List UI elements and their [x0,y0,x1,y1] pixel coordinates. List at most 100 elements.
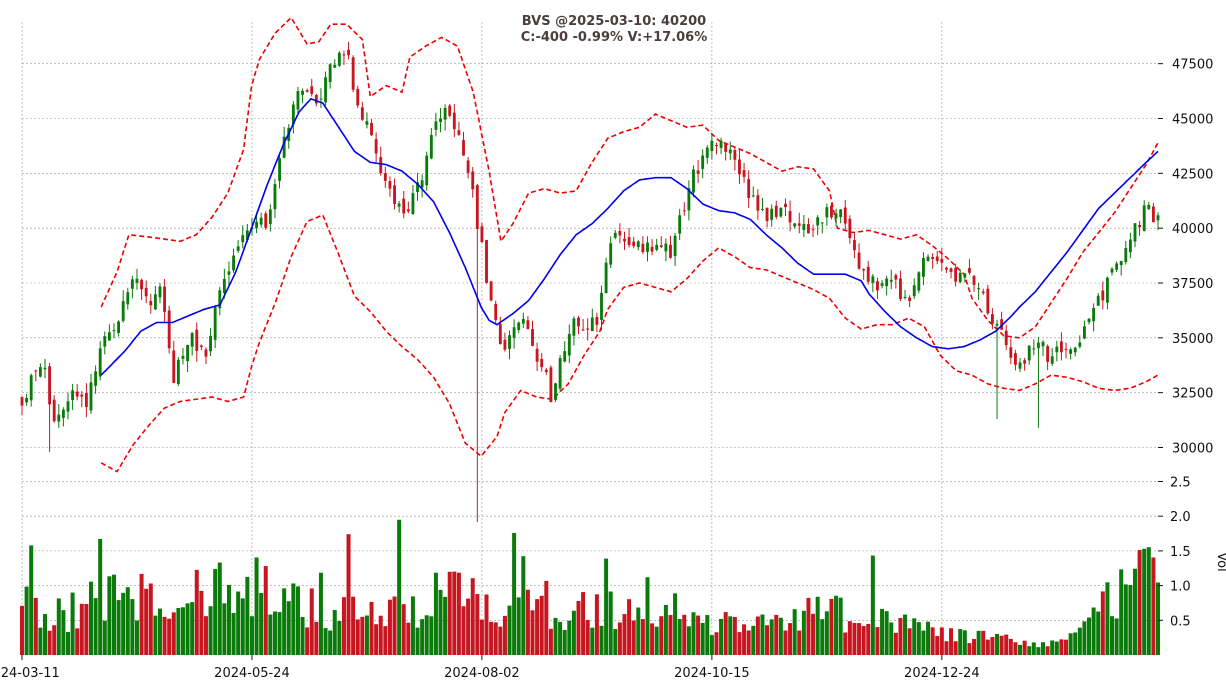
volume-bar [70,592,75,655]
candle-body [857,252,861,269]
volume-bar [539,595,544,655]
volume-bar [594,594,599,655]
candle-body [935,256,939,262]
volume-bar [75,628,80,655]
candle-body [406,209,410,212]
candle-body [820,222,824,224]
x-tick-label: 2024-03-11 [0,666,60,681]
candle-body [581,329,585,331]
volume-bar [415,627,420,655]
candle-body [48,366,52,405]
candle-body [98,348,102,377]
candle-body [61,409,65,418]
candle-body [1082,326,1086,339]
volume-tick-label: 1.5 [1170,545,1191,560]
candle-body [443,107,447,120]
volume-bar [958,629,963,655]
volume-bar [861,625,866,655]
volume-bar [590,627,595,655]
volume-bar [880,608,885,655]
volume-bar [746,630,751,655]
volume-bar [351,596,356,655]
candle-body [949,268,953,272]
candle-body [811,229,815,231]
candle-body [696,170,700,174]
volume-bar [530,610,535,655]
volume-bar [1105,582,1110,655]
volume-bar [884,611,889,655]
volume-bar [889,622,894,655]
volume-bar [774,614,779,655]
candle-body [1110,268,1114,273]
volume-bar [926,621,931,655]
candle-body [866,266,870,282]
volume-bar [631,620,636,655]
volume-bar [479,619,484,655]
volume-bar [1008,638,1013,655]
volume-bar [1156,582,1160,655]
candle-body [222,278,226,293]
candle-body [655,244,659,250]
volume-bar [788,623,793,655]
candle-body [977,288,981,290]
candle-body [830,205,833,218]
candle-body [20,397,24,406]
volume-bar [1128,585,1133,655]
candle-body [337,52,341,66]
volume-bar [558,621,563,655]
volume-bar [930,627,935,655]
candle-body [1087,318,1091,323]
candle-body [397,203,401,207]
volume-bar [525,589,530,655]
volume-bar [323,628,328,655]
candle-body [563,351,567,362]
volume-bar [599,625,604,655]
volume-bar [765,625,770,655]
candle-body [471,171,475,190]
candle-body [1105,277,1109,303]
volume-bar [1004,634,1009,655]
candle-body [135,278,139,283]
candle-body [954,267,958,282]
volume-bar [489,621,494,655]
volume-bar [374,624,379,655]
volume-bar [1142,548,1147,655]
candle-body [291,104,295,125]
volume-bar [875,627,880,655]
volume-bar [903,614,908,655]
candle-body [236,246,240,251]
volume-bar [79,603,84,655]
candle-body [167,310,171,349]
volume-bar [852,622,857,655]
candle-body [636,241,640,248]
volume-bar [1041,642,1046,655]
volume-bar [1137,549,1142,655]
candle-body [255,221,258,228]
candle-body [80,394,84,397]
volume-bar [843,632,848,655]
candle-body [701,155,705,169]
volume-bar [1077,627,1082,655]
candle-body [958,272,962,283]
volume-bar [139,573,144,655]
candle-body [1133,223,1137,242]
candle-body [107,332,111,341]
price-tick-label: 45000 [1172,113,1213,128]
candle-body [1036,342,1040,349]
candle-body [609,243,613,265]
volume-bar [760,614,765,655]
bollinger-bands [100,16,1159,473]
candle-body [1009,347,1013,358]
candle-body [1151,206,1155,223]
volume-bar [447,571,452,655]
volume-bar [20,605,24,655]
volume-bar [231,612,236,655]
volume-bar [1064,639,1069,655]
candle-body [370,122,373,136]
volume-bar [622,614,627,655]
volume-bar [1119,569,1124,655]
volume-bar [985,639,990,655]
volume-bar [571,610,576,655]
candle-body [333,64,337,68]
volume-bar [144,588,149,655]
